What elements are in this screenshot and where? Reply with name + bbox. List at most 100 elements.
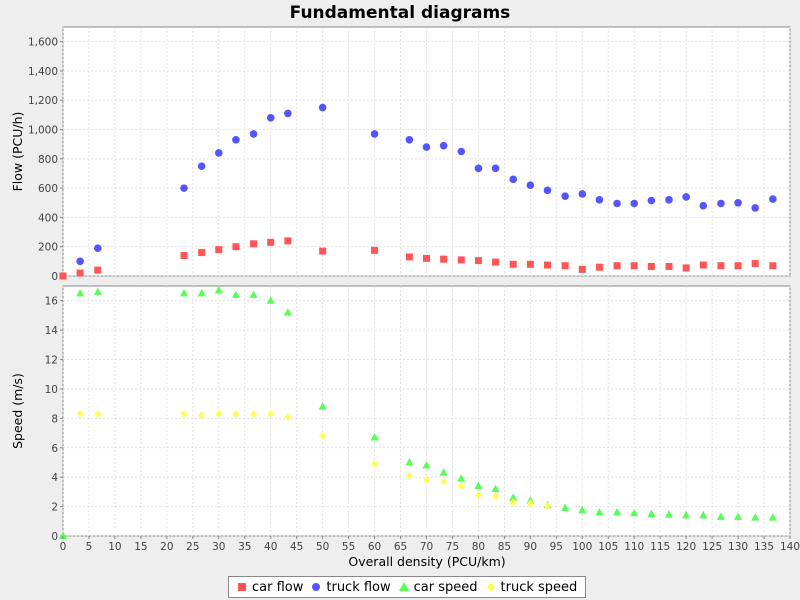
- data-point: [457, 256, 465, 264]
- data-point: [595, 196, 604, 204]
- diamond-marker-icon: [486, 582, 495, 592]
- data-point: [180, 251, 188, 259]
- x-tick-label: 125: [702, 541, 722, 553]
- data-point: [214, 285, 223, 294]
- data-point: [699, 201, 708, 210]
- data-point: [284, 237, 292, 245]
- data-point: [769, 262, 777, 270]
- data-point: [94, 409, 102, 418]
- y-tick-label: 4: [51, 472, 58, 484]
- data-point: [682, 264, 690, 272]
- series-truck-speed: [76, 409, 551, 510]
- data-point: [769, 195, 777, 203]
- data-point: [215, 409, 223, 418]
- x-tick-label: 65: [394, 541, 407, 553]
- data-point: [613, 507, 622, 516]
- x-tick-label: 10: [108, 541, 121, 553]
- data-point: [283, 307, 292, 316]
- data-point: [630, 199, 639, 208]
- data-point: [647, 262, 655, 270]
- legend-label: truck flow: [326, 579, 391, 595]
- chart-legend: car flow truck flow car speed truck speed: [228, 576, 587, 598]
- data-point: [232, 135, 240, 144]
- data-point: [405, 457, 414, 466]
- x-tick-label: 40: [264, 541, 277, 553]
- legend-item-truck-flow: truck flow: [311, 579, 391, 595]
- x-tick-label: 45: [290, 541, 303, 553]
- data-point: [76, 269, 84, 277]
- data-point: [543, 501, 551, 510]
- data-point: [422, 460, 431, 469]
- data-point: [526, 499, 534, 508]
- data-point: [318, 402, 327, 410]
- x-tick-label: 15: [134, 541, 147, 553]
- data-point: [734, 198, 742, 207]
- data-point: [716, 512, 725, 520]
- data-point: [198, 249, 206, 257]
- y-tick-label: 12: [45, 355, 58, 367]
- data-point: [509, 175, 518, 184]
- y-tick-label: 1,600: [28, 37, 58, 49]
- data-point: [457, 474, 466, 482]
- y-tick-label: 6: [51, 443, 58, 455]
- y-tick-label: 0: [51, 271, 58, 283]
- y-tick-label: 600: [38, 183, 58, 195]
- x-axis-label: Overall density (PCU/km): [348, 554, 505, 569]
- data-point: [266, 114, 275, 122]
- data-point: [423, 254, 430, 262]
- data-point: [284, 109, 292, 118]
- y-tick-label: 1,000: [28, 125, 58, 137]
- data-point: [734, 262, 742, 270]
- legend-item-car-flow: car flow: [237, 580, 303, 595]
- data-point: [370, 432, 379, 441]
- data-point: [509, 260, 517, 268]
- square-marker-icon: [238, 583, 246, 591]
- data-point: [613, 262, 621, 270]
- data-point: [717, 199, 725, 208]
- data-point: [474, 164, 483, 173]
- data-point: [94, 266, 102, 274]
- x-tick-label: 20: [160, 541, 173, 553]
- data-point: [595, 263, 603, 271]
- data-point: [405, 253, 413, 261]
- legend-label: car speed: [413, 579, 478, 595]
- x-tick-label: 75: [446, 541, 459, 553]
- data-point: [665, 262, 673, 270]
- data-point: [197, 288, 206, 297]
- data-point: [180, 409, 188, 418]
- data-point: [179, 288, 188, 297]
- legend-item-car-speed: car speed: [398, 579, 478, 595]
- legend-label: truck speed: [500, 579, 578, 595]
- data-point: [371, 246, 379, 254]
- x-tick-label: 100: [572, 541, 592, 553]
- data-point: [232, 243, 240, 251]
- y-tick-label: 1,400: [28, 66, 58, 78]
- data-point: [232, 409, 240, 418]
- data-point: [266, 296, 275, 304]
- data-point: [474, 481, 483, 489]
- data-point: [319, 432, 327, 440]
- data-point: [543, 261, 551, 269]
- data-point: [76, 409, 84, 418]
- triangle-marker-icon: [398, 582, 409, 591]
- data-point: [249, 290, 258, 298]
- data-point: [682, 193, 690, 201]
- data-point: [665, 196, 673, 204]
- y-tick-label: 0: [51, 531, 58, 543]
- series-car-speed: [59, 285, 777, 539]
- data-point: [630, 508, 639, 517]
- data-point: [561, 262, 569, 270]
- data-point: [231, 290, 240, 298]
- y-tick-label: 8: [51, 413, 58, 425]
- x-tick-label: 70: [420, 541, 433, 553]
- data-point: [371, 459, 379, 468]
- data-point: [526, 260, 534, 268]
- y-tick-label: 2: [51, 502, 58, 514]
- data-point: [76, 257, 84, 266]
- data-point: [647, 509, 656, 517]
- data-point: [578, 505, 587, 514]
- y-axis-label: Speed (m/s): [10, 373, 25, 449]
- data-point: [197, 162, 206, 170]
- data-point: [751, 204, 760, 212]
